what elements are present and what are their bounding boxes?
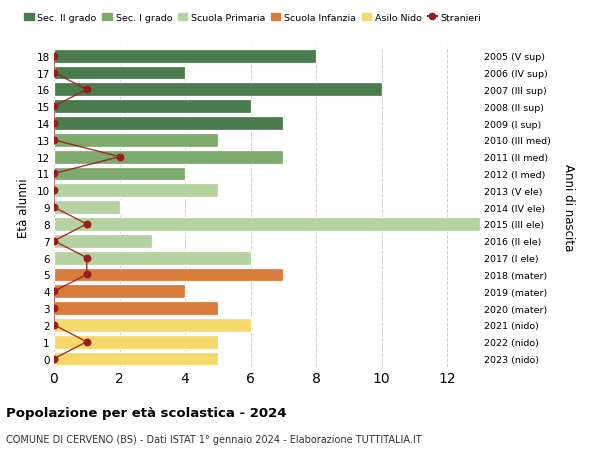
Point — [49, 305, 59, 312]
Point — [82, 254, 92, 262]
Bar — [54, 151, 283, 164]
Bar — [54, 117, 283, 131]
Bar — [54, 67, 185, 80]
Bar — [54, 352, 218, 366]
Point — [115, 154, 124, 161]
Bar — [54, 201, 119, 214]
Bar — [54, 100, 251, 114]
Point — [82, 271, 92, 279]
Y-axis label: Anni di nascita: Anni di nascita — [562, 164, 575, 251]
Point — [49, 120, 59, 128]
Text: Popolazione per età scolastica - 2024: Popolazione per età scolastica - 2024 — [6, 406, 287, 419]
Bar — [54, 251, 251, 265]
Y-axis label: Età alunni: Età alunni — [17, 178, 29, 237]
Bar — [54, 83, 382, 97]
Bar — [54, 285, 185, 298]
Point — [49, 238, 59, 245]
Bar — [54, 302, 218, 315]
Point — [82, 338, 92, 346]
Point — [82, 221, 92, 228]
Point — [49, 355, 59, 363]
Bar — [54, 335, 218, 349]
Text: COMUNE DI CERVENO (BS) - Dati ISTAT 1° gennaio 2024 - Elaborazione TUTTITALIA.IT: COMUNE DI CERVENO (BS) - Dati ISTAT 1° g… — [6, 434, 422, 444]
Point — [49, 322, 59, 329]
Legend: Sec. II grado, Sec. I grado, Scuola Primaria, Scuola Infanzia, Asilo Nido, Stran: Sec. II grado, Sec. I grado, Scuola Prim… — [20, 10, 485, 27]
Bar — [54, 235, 152, 248]
Bar — [54, 167, 185, 181]
Bar — [54, 50, 316, 63]
Point — [49, 53, 59, 60]
Bar — [54, 218, 480, 231]
Bar — [54, 184, 218, 198]
Point — [49, 187, 59, 195]
Point — [49, 204, 59, 212]
Bar — [54, 134, 218, 147]
Bar — [54, 268, 283, 282]
Point — [49, 103, 59, 111]
Point — [49, 137, 59, 144]
Point — [49, 70, 59, 77]
Point — [49, 288, 59, 295]
Bar — [54, 319, 251, 332]
Point — [82, 86, 92, 94]
Point — [49, 170, 59, 178]
